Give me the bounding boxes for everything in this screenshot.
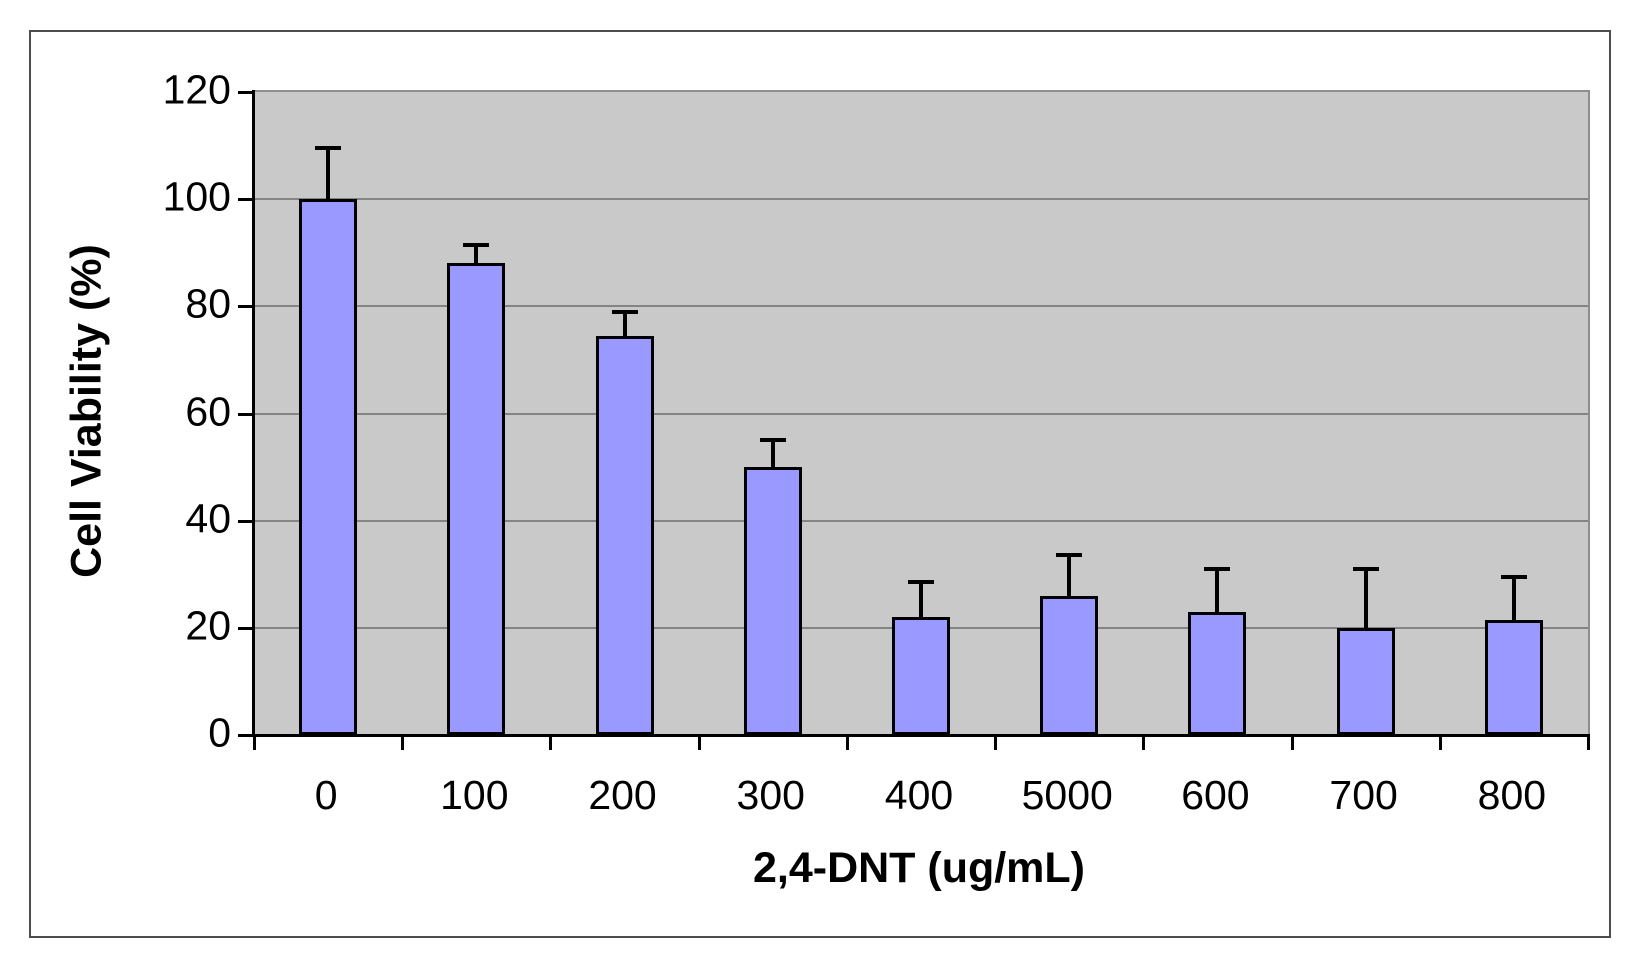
- x-tick-label: 200: [588, 772, 657, 818]
- y-tick-label: 20: [185, 602, 231, 649]
- bar: [743, 467, 802, 735]
- x-axis-tick: [1142, 737, 1146, 750]
- error-bar-cap: [611, 309, 638, 314]
- y-axis-tick-labels: 0 20 40 60 80 100 120: [91, 69, 231, 753]
- bar: [299, 199, 358, 735]
- x-axis-tick: [994, 737, 998, 750]
- x-axis-tick: [549, 737, 553, 750]
- bar: [1336, 627, 1395, 735]
- x-axis-tick: [401, 737, 405, 750]
- y-axis-tick: [238, 198, 252, 202]
- error-bar-cap: [463, 242, 490, 247]
- x-tick-label: 300: [736, 772, 805, 818]
- gridline-y-40: [254, 519, 1588, 522]
- y-axis-tick: [238, 305, 252, 309]
- x-axis-title: 2,4-DNT (ug/mL): [752, 844, 1086, 892]
- y-tick-label: 120: [162, 66, 231, 113]
- x-axis-tick: [1587, 737, 1590, 750]
- x-tick-label: 700: [1329, 772, 1398, 818]
- figure-border: Cell Viability (%) 0 20 40 60 80 100 120 0 100 2…: [29, 30, 1611, 938]
- error-bar-line: [474, 244, 479, 264]
- x-axis-tick: [845, 737, 849, 750]
- x-axis-tick: [697, 737, 701, 750]
- x-tick-label: 100: [440, 772, 509, 818]
- y-axis-tick: [238, 626, 252, 630]
- y-tick-label: 0: [208, 709, 231, 756]
- error-bar-cap: [315, 146, 342, 151]
- y-axis-tick: [238, 734, 252, 737]
- x-axis-tick: [253, 737, 256, 750]
- error-bar-cap: [1204, 566, 1231, 571]
- bar: [595, 335, 654, 735]
- gridline-y-100: [254, 198, 1588, 201]
- bar: [447, 263, 506, 735]
- bar: [1188, 611, 1247, 735]
- error-bar-cap: [908, 580, 934, 585]
- gridline-y-60: [254, 412, 1588, 415]
- gridline-y-80: [254, 305, 1588, 308]
- error-bar-line: [1511, 576, 1516, 620]
- error-bar-line: [1067, 555, 1072, 596]
- plot-area: [238, 90, 1590, 750]
- x-tick-label: 0: [314, 772, 338, 818]
- error-bar-line: [770, 440, 775, 468]
- error-bar-line: [919, 582, 923, 618]
- error-bar-line: [326, 148, 331, 200]
- x-axis-tick: [1290, 737, 1294, 750]
- y-tick-label: 100: [162, 173, 231, 220]
- bar: [1040, 595, 1099, 735]
- x-axis-tick: [1438, 737, 1442, 750]
- x-axis-tick-labels: 0 100 200 300 400 5000 600 700 800: [252, 769, 1586, 821]
- x-tick-label: 600: [1181, 772, 1250, 818]
- x-tick-label: 5000: [1021, 772, 1113, 818]
- y-axis-tick: [238, 412, 252, 416]
- bar: [1484, 619, 1543, 735]
- y-axis-tick: [238, 519, 252, 523]
- y-tick-label: 80: [185, 280, 231, 327]
- error-bar-cap: [1500, 574, 1527, 579]
- bar: [892, 617, 950, 735]
- error-bar-cap: [1056, 553, 1083, 558]
- error-bar-line: [622, 311, 627, 336]
- x-tick-label: 800: [1477, 772, 1547, 818]
- error-bar-line: [1363, 568, 1368, 628]
- y-axis-line: [252, 90, 255, 737]
- x-tick-label: 400: [884, 772, 954, 818]
- error-bar-cap: [1352, 566, 1379, 571]
- x-axis-line: [252, 734, 1590, 737]
- error-bar-line: [1215, 568, 1220, 612]
- y-tick-label: 60: [185, 388, 231, 434]
- error-bar-cap: [759, 438, 786, 443]
- y-axis-tick: [238, 91, 252, 94]
- y-tick-label: 40: [185, 495, 231, 542]
